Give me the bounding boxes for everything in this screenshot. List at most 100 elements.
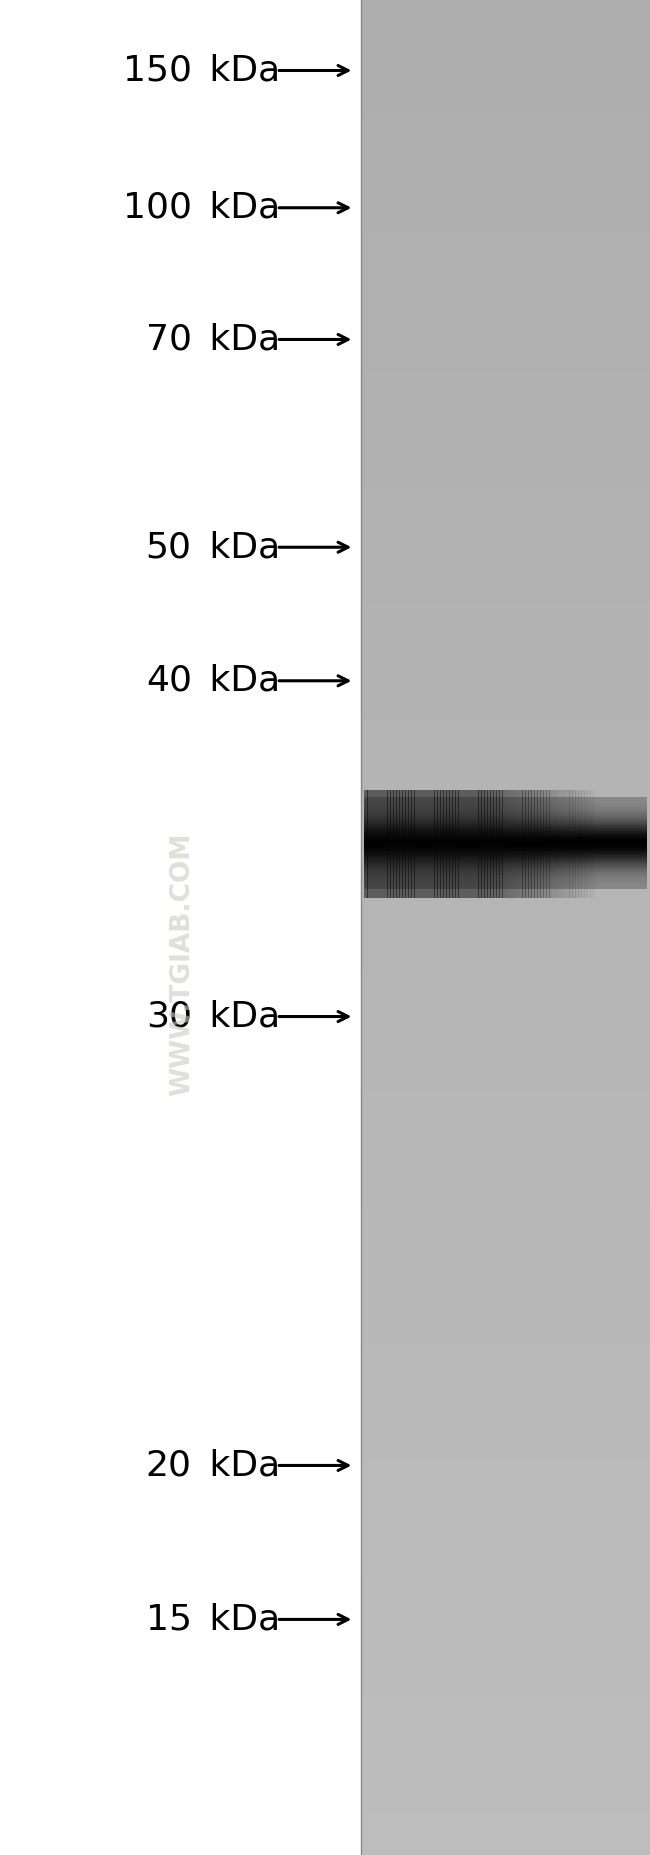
Bar — [364, 803, 647, 805]
Bar — [361, 835, 650, 857]
Bar — [364, 859, 647, 861]
Bar — [361, 1276, 650, 1298]
Bar — [361, 1206, 650, 1228]
Bar — [361, 881, 650, 905]
Bar — [364, 877, 647, 879]
Bar — [361, 161, 650, 186]
Bar — [361, 1577, 650, 1599]
Bar — [417, 790, 421, 898]
Bar — [361, 1020, 650, 1043]
Bar — [364, 887, 647, 889]
Bar — [361, 1530, 650, 1554]
Bar — [361, 1228, 650, 1252]
Bar — [534, 790, 538, 898]
Bar — [364, 790, 367, 898]
Bar — [528, 790, 532, 898]
Bar — [519, 790, 523, 898]
Bar — [364, 807, 647, 811]
Bar — [370, 790, 373, 898]
Text: 15: 15 — [146, 1603, 192, 1636]
Bar — [361, 696, 650, 718]
Bar — [455, 790, 458, 898]
Bar — [361, 1391, 650, 1414]
Bar — [364, 800, 647, 803]
Bar — [361, 742, 650, 764]
Bar — [361, 1135, 650, 1159]
Text: 40: 40 — [146, 664, 192, 697]
Bar — [361, 1113, 650, 1135]
Bar — [364, 833, 647, 837]
Bar — [364, 822, 647, 824]
Bar — [361, 928, 650, 950]
Bar — [546, 790, 549, 898]
Bar — [590, 790, 593, 898]
Bar — [361, 1623, 650, 1647]
Bar — [458, 790, 461, 898]
Bar — [531, 790, 535, 898]
Bar — [399, 790, 403, 898]
Bar — [575, 790, 579, 898]
Bar — [464, 790, 467, 898]
Text: WWW.TGIAB.COM: WWW.TGIAB.COM — [169, 833, 195, 1096]
Bar — [361, 232, 650, 254]
Bar — [361, 1833, 650, 1855]
Bar — [364, 824, 647, 827]
Bar — [361, 905, 650, 928]
Bar — [396, 790, 400, 898]
Bar — [361, 532, 650, 556]
Bar — [361, 1599, 650, 1623]
Bar — [484, 790, 488, 898]
Bar — [361, 625, 650, 649]
Bar — [361, 486, 650, 510]
Bar — [361, 1785, 650, 1809]
Bar — [361, 1321, 650, 1345]
Bar — [502, 790, 506, 898]
Bar — [364, 805, 647, 807]
Bar — [361, 278, 650, 301]
Bar — [587, 790, 591, 898]
Bar — [422, 790, 426, 898]
Text: kDa: kDa — [198, 191, 280, 224]
Bar — [452, 790, 456, 898]
Bar — [364, 863, 647, 866]
Bar — [364, 801, 647, 803]
Bar — [361, 1159, 650, 1183]
Bar — [408, 790, 411, 898]
Bar — [364, 838, 647, 840]
Bar — [391, 790, 394, 898]
Bar — [361, 22, 650, 46]
Bar — [446, 790, 450, 898]
Bar — [364, 885, 647, 887]
Text: kDa: kDa — [198, 1603, 280, 1636]
Bar — [361, 139, 650, 161]
Bar — [414, 790, 417, 898]
Bar — [361, 1692, 650, 1716]
Bar — [440, 790, 444, 898]
Bar — [361, 1298, 650, 1321]
Bar — [514, 790, 517, 898]
Bar — [405, 790, 409, 898]
Bar — [564, 790, 567, 898]
Bar — [364, 883, 647, 885]
Bar — [361, 1740, 650, 1762]
Bar — [364, 809, 647, 812]
Bar — [508, 790, 512, 898]
Text: kDa: kDa — [198, 54, 280, 87]
Bar — [581, 790, 585, 898]
Bar — [364, 876, 647, 877]
Bar — [467, 790, 470, 898]
Bar — [364, 864, 647, 868]
Bar — [364, 863, 647, 864]
Bar — [361, 788, 650, 812]
Bar — [361, 1091, 650, 1113]
Bar — [420, 790, 423, 898]
Bar — [361, 347, 650, 371]
Bar — [361, 579, 650, 603]
Bar — [361, 974, 650, 998]
Text: 50: 50 — [146, 531, 192, 564]
Bar — [361, 186, 650, 208]
Bar — [364, 850, 647, 851]
Bar — [461, 790, 464, 898]
Bar — [364, 824, 647, 825]
Bar — [361, 69, 650, 93]
